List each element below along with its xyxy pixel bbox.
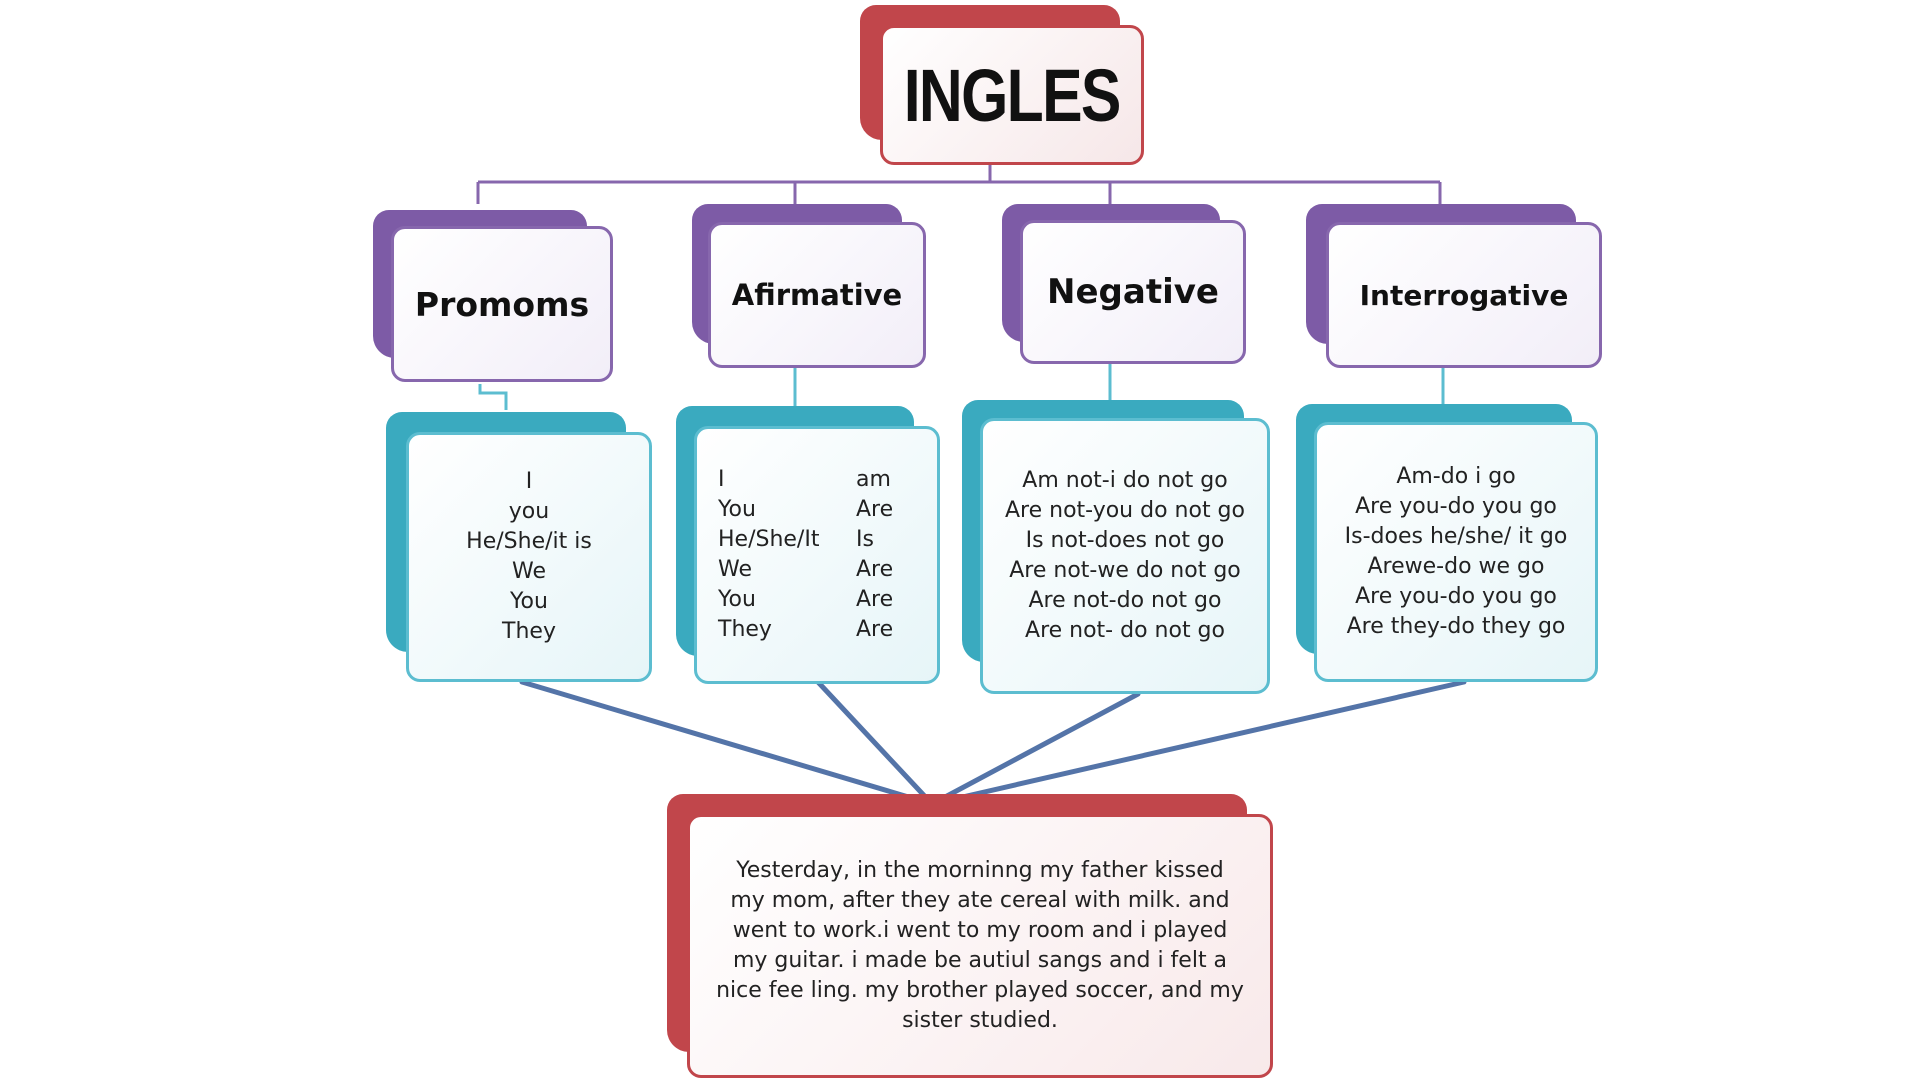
affirmative-table: I am You Are He/She/It Is We Are You Are… — [718, 465, 916, 645]
interrogative-box: Am-do i go Are you-do you go Is-does he/… — [1296, 404, 1598, 682]
pronoun-line: You — [510, 589, 548, 614]
title-text: INGLES — [903, 53, 1122, 137]
negative-line: Are not-we do not go — [1009, 558, 1241, 583]
affirmative-verb: am — [856, 467, 891, 492]
header-interrogative-label: Interrogative — [1359, 278, 1569, 312]
affirmative-subject: We — [718, 557, 752, 582]
affirmative-subject: You — [718, 587, 756, 612]
connector-promoms-content — [478, 384, 508, 410]
negative-line: Is not-does not go — [1025, 528, 1225, 553]
affirmative-verb: Are — [856, 497, 894, 522]
story-text: Yesterday, in the morninng my father kis… — [716, 858, 1244, 1033]
affirmative-verb: Are — [856, 557, 894, 582]
interrogative-line: Arewe-do we go — [1367, 554, 1545, 579]
title-node: INGLES — [860, 5, 1146, 167]
interrogative-line: Are they-do they go — [1346, 614, 1566, 639]
header-negative-label: Negative — [1047, 272, 1219, 312]
header-promoms: Promoms — [373, 210, 613, 382]
header-negative: Negative — [1002, 204, 1246, 364]
interrogative-line: Am-do i go — [1396, 464, 1516, 489]
affirmative-verb: Are — [856, 617, 894, 642]
affirmative-subject: I — [718, 467, 725, 492]
pronoun-line: They — [502, 619, 556, 644]
header-promoms-label: Promoms — [414, 284, 590, 324]
affirmative-box: I am You Are He/She/It Is We Are You Are… — [676, 406, 940, 684]
interrogative-line: Are you-do you go — [1355, 494, 1557, 519]
negative-line: Are not-do not go — [1028, 588, 1222, 613]
negative-line: Are not- do not go — [1025, 618, 1225, 643]
story-box: Yesterday, in the morninng my father kis… — [667, 794, 1273, 1080]
negative-box: Am not-i do not go Are not-you do not go… — [962, 400, 1270, 694]
header-afirmative: Afirmative — [692, 204, 926, 368]
affirmative-subject: You — [718, 497, 756, 522]
pronouns-box: I you He/She/it is We You They — [386, 412, 652, 682]
affirmative-verb: Is — [856, 527, 874, 552]
affirmative-subject: They — [718, 617, 772, 642]
interrogative-line: Are you-do you go — [1355, 584, 1557, 609]
pronoun-line: you — [508, 499, 550, 524]
connector-interrogative-story — [929, 679, 1467, 807]
connector-affirmative-story — [815, 679, 935, 807]
affirmative-verb: Are — [856, 587, 894, 612]
connector-pronouns-story — [519, 679, 935, 807]
affirmative-subject: He/She/It — [718, 527, 820, 552]
pronoun-line: I — [525, 469, 533, 494]
pronoun-line: We — [512, 559, 546, 584]
connector-negative-story — [929, 691, 1141, 807]
negative-line: Are not-you do not go — [1004, 498, 1245, 523]
header-afirmative-label: Afirmative — [731, 278, 903, 312]
header-interrogative: Interrogative — [1306, 204, 1602, 368]
negative-line: Am not-i do not go — [1022, 468, 1228, 493]
pronoun-line: He/She/it is — [466, 529, 592, 554]
interrogative-line: Is-does he/she/ it go — [1344, 524, 1568, 549]
